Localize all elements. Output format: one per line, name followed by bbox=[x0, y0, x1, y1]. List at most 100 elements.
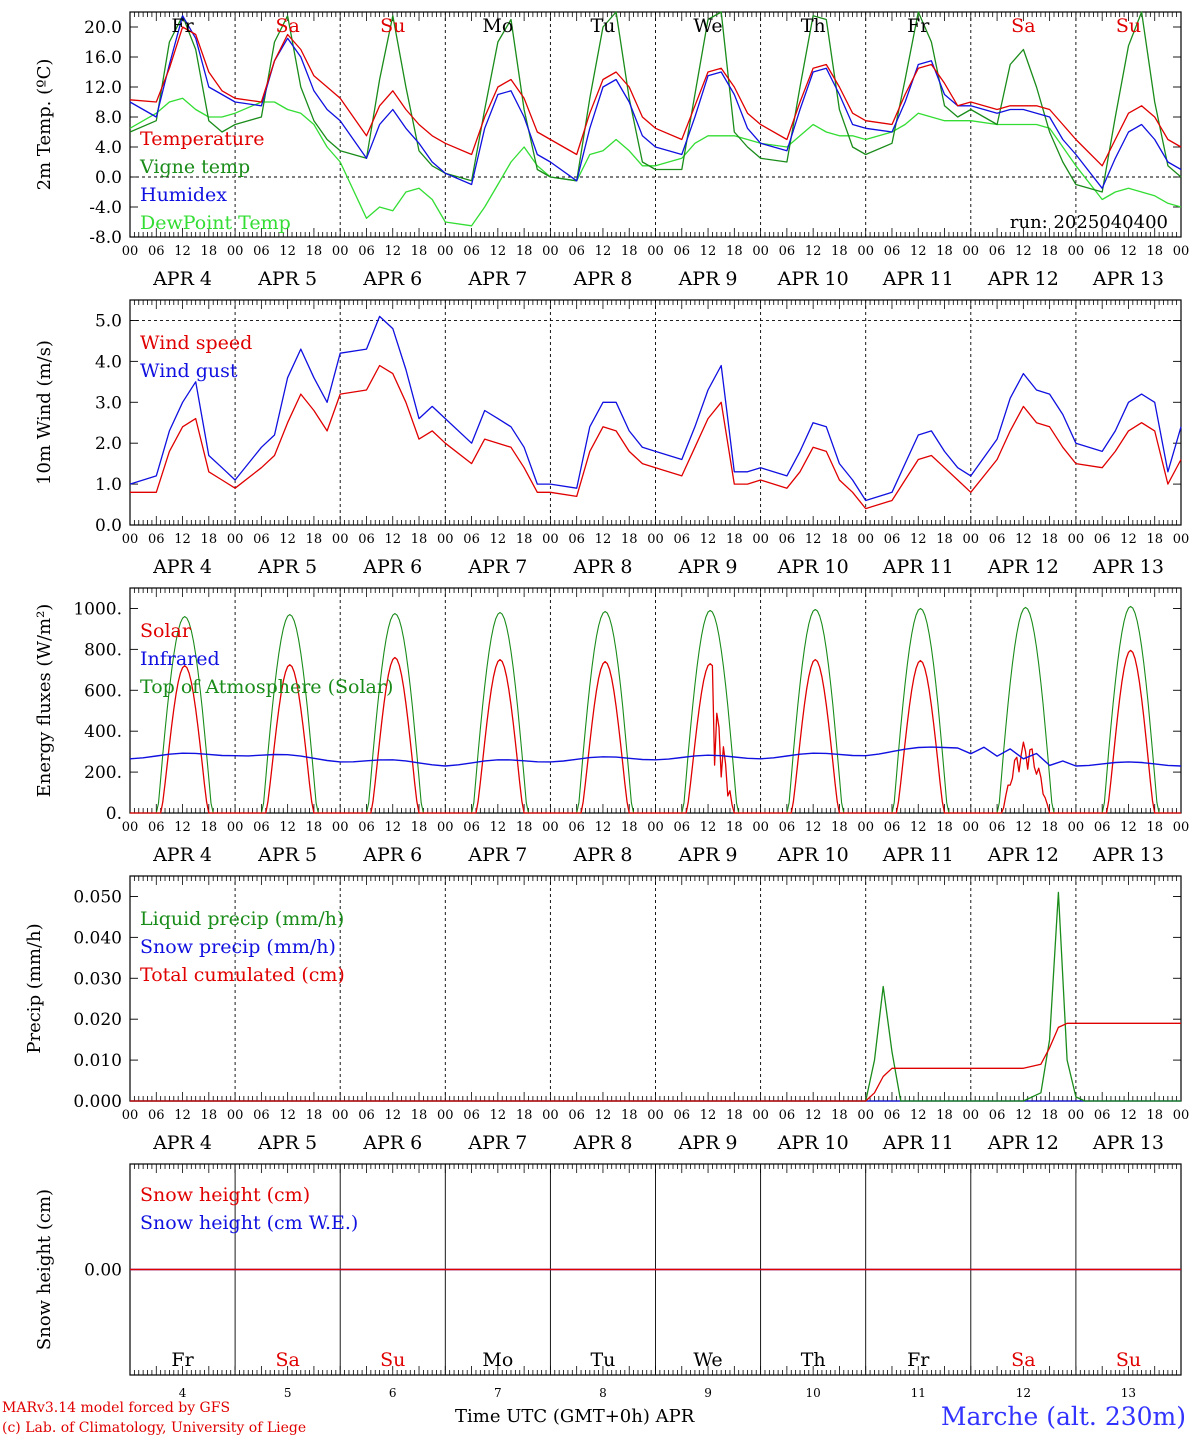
hour-tick-label: 06 bbox=[568, 820, 585, 835]
hour-tick-label: 06 bbox=[1094, 532, 1111, 547]
panel-frame-3: 00 06 12 18 APR 4 00 06 12 18 APR 5 00 06 12 18 APR 6 0… bbox=[122, 875, 1190, 1154]
series-line-vigne-temp bbox=[129, 11, 1182, 193]
hour-tick-label: 00 bbox=[1068, 532, 1085, 547]
day-label: APR 10 bbox=[777, 268, 849, 290]
hour-tick-label: 12 bbox=[490, 1108, 507, 1123]
credit-line-1: MARv3.14 model forced by GFS bbox=[2, 1400, 231, 1416]
hour-tick-label: 12 bbox=[700, 532, 717, 547]
temperature-series bbox=[129, 11, 1182, 227]
day-label: APR 12 bbox=[987, 1132, 1059, 1154]
hour-tick-label: 06 bbox=[148, 820, 165, 835]
hour-tick-label: 12 bbox=[174, 532, 191, 547]
legend-entry: Snow height (cm) bbox=[140, 1184, 310, 1206]
hour-tick-label: 00 bbox=[1173, 1108, 1190, 1123]
hour-tick-label: 00 bbox=[227, 1108, 244, 1123]
day-label: APR 5 bbox=[257, 844, 317, 866]
series-line-humidex bbox=[129, 15, 1182, 189]
hour-tick-label: 00 bbox=[542, 532, 559, 547]
panel-frame-1: 00 06 12 18 APR 4 00 06 12 18 APR 5 00 06 12 18 APR 6 0… bbox=[122, 299, 1189, 578]
y-axis-2: 0. 200. 400. 600. 800. 1000. Energy fluxes (W/… bbox=[34, 599, 1181, 824]
y-tick-label: 600. bbox=[84, 681, 122, 701]
hour-tick-label: 12 bbox=[490, 532, 507, 547]
hour-tick-label: 06 bbox=[253, 532, 270, 547]
hour-tick-label: 12 bbox=[595, 1108, 612, 1123]
day-label: APR 6 bbox=[362, 1132, 422, 1154]
day-label: APR 13 bbox=[1092, 844, 1164, 866]
hour-tick-label: 06 bbox=[358, 532, 375, 547]
day-label: APR 7 bbox=[467, 1132, 527, 1154]
hour-tick-label: 06 bbox=[148, 244, 165, 259]
hour-tick-label: 18 bbox=[621, 820, 638, 835]
weekday-label: Tu bbox=[590, 1349, 615, 1371]
hour-tick-label: 00 bbox=[1068, 1108, 1085, 1123]
hour-tick-label: 00 bbox=[332, 820, 349, 835]
hour-tick-label: 18 bbox=[726, 1108, 743, 1123]
day-label: APR 7 bbox=[467, 556, 527, 578]
hour-tick-label: 00 bbox=[963, 1108, 980, 1123]
y-tick-label: 16.0 bbox=[84, 48, 122, 68]
hour-tick-label: 06 bbox=[989, 244, 1006, 259]
hour-tick-label: 12 bbox=[1015, 244, 1032, 259]
hour-tick-label: 12 bbox=[1015, 1108, 1032, 1123]
y-tick-label: 0. bbox=[106, 804, 122, 824]
day-label: APR 10 bbox=[777, 844, 849, 866]
panel-frame-0: 00 06 12 18 APR 4 00 06 12 18 APR 5 00 06 12 18 APR 6 0… bbox=[122, 11, 1189, 290]
hour-tick-label: 06 bbox=[253, 1108, 270, 1123]
hour-tick-label: 18 bbox=[1041, 532, 1058, 547]
y-tick-label: 1.0 bbox=[95, 475, 122, 495]
hour-tick-label: 18 bbox=[831, 1108, 848, 1123]
hour-tick-label: 00 bbox=[332, 244, 349, 259]
meteogram: 00 06 12 18 APR 4 00 06 12 18 APR 5 00 06 12 18 APR 6 0… bbox=[24, 11, 1190, 1400]
hour-tick-label: 06 bbox=[1094, 244, 1111, 259]
hour-tick-label: 18 bbox=[411, 1108, 428, 1123]
hour-tick-label: 06 bbox=[884, 1108, 901, 1123]
hour-tick-label: 18 bbox=[201, 244, 218, 259]
hour-tick-label: 06 bbox=[253, 244, 270, 259]
hour-tick-label: 00 bbox=[437, 532, 454, 547]
hour-tick-label: 00 bbox=[857, 532, 874, 547]
day-label: APR 8 bbox=[572, 844, 632, 866]
day-label: APR 4 bbox=[152, 1132, 212, 1154]
hour-tick-label: 06 bbox=[674, 1108, 691, 1123]
hour-tick-label: 06 bbox=[989, 1108, 1006, 1123]
hour-tick-label: 12 bbox=[595, 244, 612, 259]
weekday-label: Su bbox=[1116, 1349, 1141, 1371]
hour-tick-label: 00 bbox=[647, 244, 664, 259]
day-label: APR 9 bbox=[678, 556, 738, 578]
hour-tick-label: 12 bbox=[174, 820, 191, 835]
hour-tick-label: 06 bbox=[568, 244, 585, 259]
hour-tick-label: 12 bbox=[910, 820, 927, 835]
day-label: APR 12 bbox=[987, 556, 1059, 578]
weekday-label: Sa bbox=[1011, 15, 1035, 37]
day-number-label: 4 bbox=[179, 1386, 187, 1400]
hour-tick-label: 12 bbox=[1120, 244, 1137, 259]
hour-tick-label: 06 bbox=[358, 1108, 375, 1123]
hour-tick-label: 00 bbox=[647, 1108, 664, 1123]
y-tick-label: 0.0 bbox=[95, 516, 122, 536]
hour-tick-label: 18 bbox=[726, 820, 743, 835]
hour-tick-label: 00 bbox=[857, 1108, 874, 1123]
y-tick-label: 0.000 bbox=[73, 1092, 122, 1112]
hour-tick-label: 00 bbox=[857, 244, 874, 259]
hour-tick-label: 00 bbox=[227, 532, 244, 547]
hour-tick-label: 18 bbox=[1146, 820, 1163, 835]
series-line-temperature bbox=[129, 26, 1182, 167]
hour-tick-label: 06 bbox=[148, 1108, 165, 1123]
day-number-label: 13 bbox=[1121, 1386, 1136, 1400]
day-label: APR 6 bbox=[362, 268, 422, 290]
hour-tick-label: 00 bbox=[1068, 820, 1085, 835]
hour-tick-label: 06 bbox=[884, 532, 901, 547]
day-label: APR 4 bbox=[152, 556, 212, 578]
weekday-label: Fr bbox=[171, 15, 194, 37]
weekday-label: Fr bbox=[907, 1349, 930, 1371]
day-label: APR 6 bbox=[362, 556, 422, 578]
hour-tick-label: 06 bbox=[779, 820, 796, 835]
hour-tick-label: 12 bbox=[910, 244, 927, 259]
y-tick-label: 4.0 bbox=[95, 352, 122, 372]
hour-tick-label: 06 bbox=[463, 532, 480, 547]
hour-tick-label: 18 bbox=[306, 244, 323, 259]
hour-tick-label: 06 bbox=[1094, 1108, 1111, 1123]
legend-entry: Snow height (cm W.E.) bbox=[140, 1212, 358, 1234]
hour-tick-label: 00 bbox=[227, 820, 244, 835]
y-tick-label: 0.040 bbox=[73, 928, 122, 948]
